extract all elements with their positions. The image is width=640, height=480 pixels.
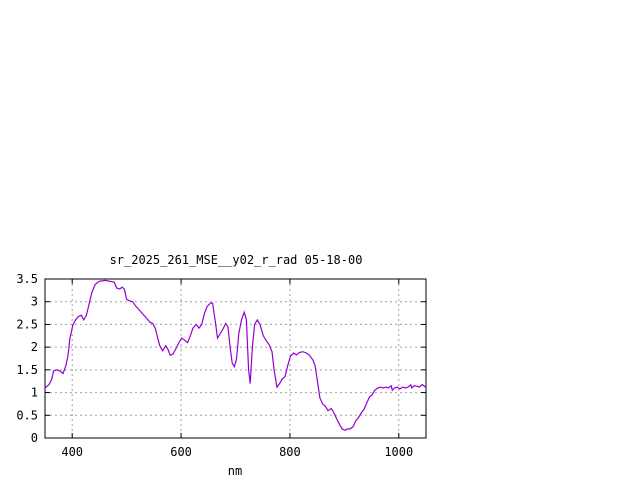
chart-title: sr_2025_261_MSE__y02_r_rad 05-18-00 [110, 253, 363, 267]
grid [45, 279, 426, 438]
y-tick-label: 2 [31, 340, 38, 354]
plot-frame [44, 278, 427, 439]
y-tick-label: 0 [31, 431, 38, 445]
y-tick-label: 0.5 [16, 408, 38, 422]
x-tick-label: 600 [170, 445, 192, 459]
series-line-0 [44, 279, 427, 431]
series-layer [44, 279, 427, 431]
x-tick-label: 1000 [384, 445, 413, 459]
y-tick-label: 3 [31, 295, 38, 309]
x-axis-label: nm [228, 464, 242, 478]
y-tick-label: 1 [31, 386, 38, 400]
y-tick-label: 2.5 [16, 317, 38, 331]
y-tick-label: 1.5 [16, 363, 38, 377]
x-tick-label: 400 [61, 445, 83, 459]
x-tick-label: 800 [279, 445, 301, 459]
y-tick-label: 3.5 [16, 272, 38, 286]
axis-ticks: 400 600 800 1000 0 0.5 1 1.5 2 2.5 3 3.5 [16, 272, 426, 459]
